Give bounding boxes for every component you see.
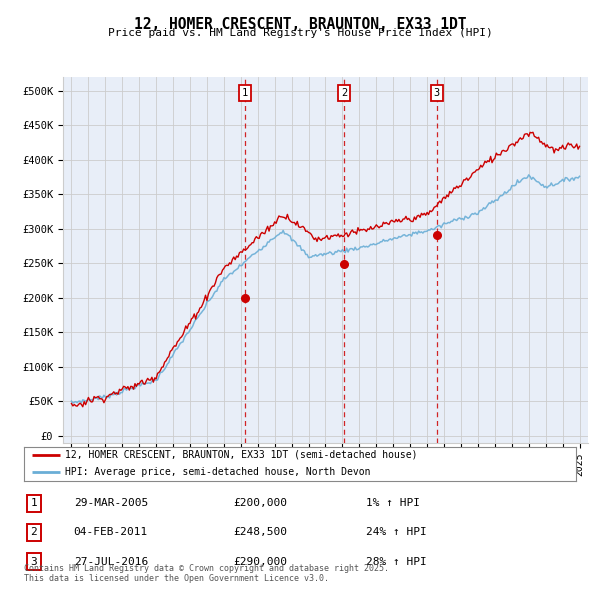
Text: 29-MAR-2005: 29-MAR-2005 [74,498,148,508]
Text: 3: 3 [434,88,440,99]
Text: 1% ↑ HPI: 1% ↑ HPI [366,498,420,508]
Text: Contains HM Land Registry data © Crown copyright and database right 2025.
This d: Contains HM Land Registry data © Crown c… [24,563,389,583]
Text: 1: 1 [242,88,248,99]
Text: 3: 3 [31,557,37,567]
Text: £248,500: £248,500 [234,527,288,537]
Text: 27-JUL-2016: 27-JUL-2016 [74,557,148,567]
Text: 12, HOMER CRESCENT, BRAUNTON, EX33 1DT: 12, HOMER CRESCENT, BRAUNTON, EX33 1DT [134,17,466,31]
Text: £200,000: £200,000 [234,498,288,508]
Text: 2: 2 [31,527,37,537]
Text: £290,000: £290,000 [234,557,288,567]
Text: 2: 2 [341,88,347,99]
Text: 04-FEB-2011: 04-FEB-2011 [74,527,148,537]
Text: 24% ↑ HPI: 24% ↑ HPI [366,527,427,537]
Text: Price paid vs. HM Land Registry's House Price Index (HPI): Price paid vs. HM Land Registry's House … [107,28,493,38]
Text: 12, HOMER CRESCENT, BRAUNTON, EX33 1DT (semi-detached house): 12, HOMER CRESCENT, BRAUNTON, EX33 1DT (… [65,450,418,460]
Text: HPI: Average price, semi-detached house, North Devon: HPI: Average price, semi-detached house,… [65,467,371,477]
Text: 28% ↑ HPI: 28% ↑ HPI [366,557,427,567]
Text: 1: 1 [31,498,37,508]
